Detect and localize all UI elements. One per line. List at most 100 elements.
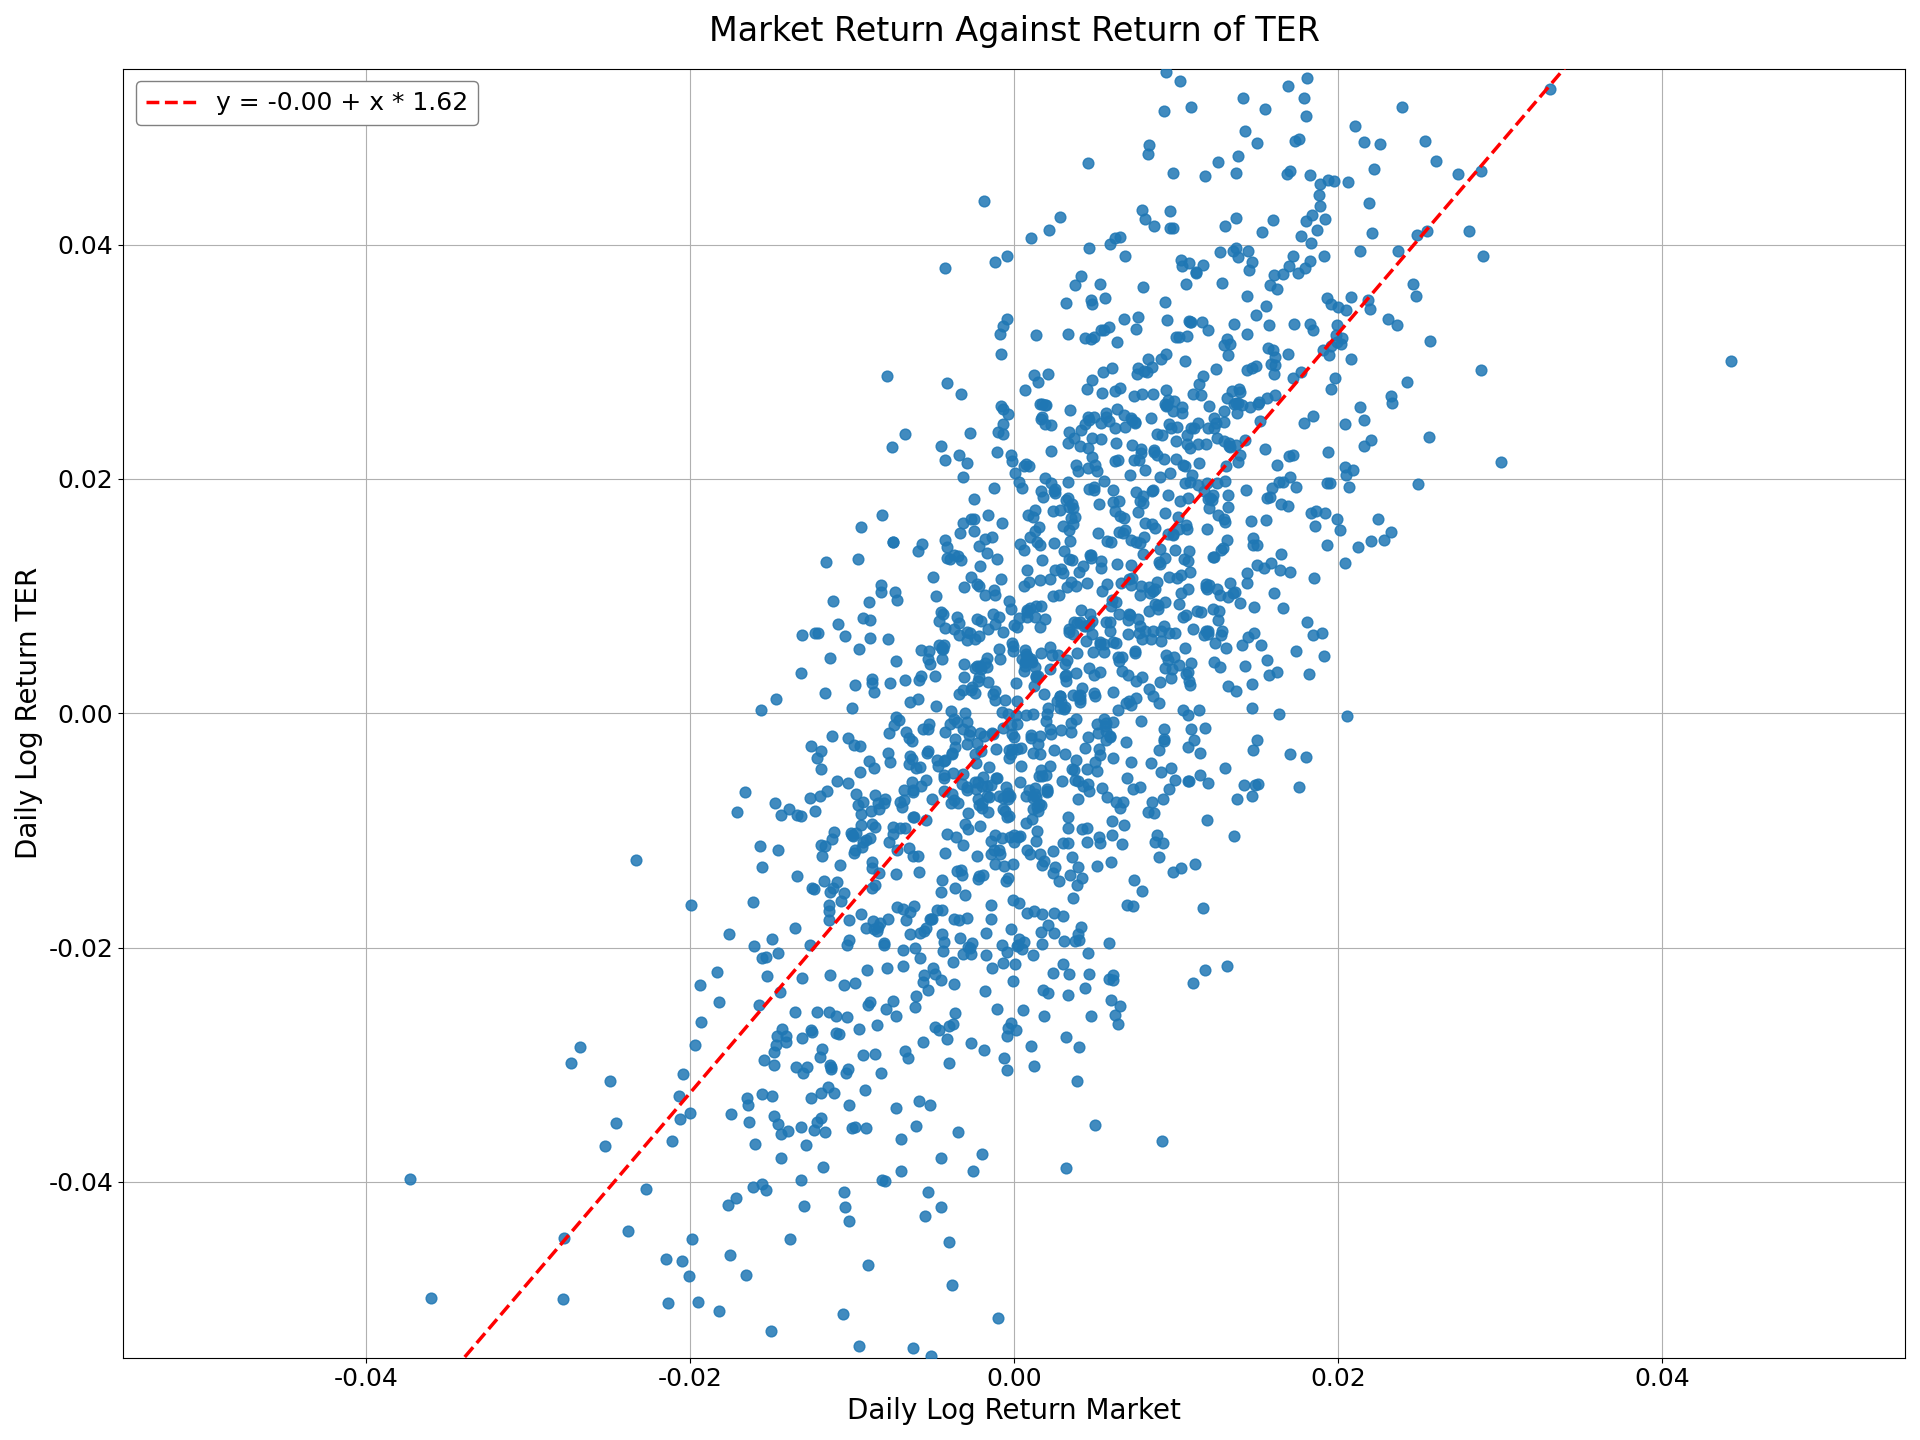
- Point: [758, 1054, 789, 1077]
- Point: [937, 700, 968, 723]
- Point: [1100, 226, 1131, 249]
- Point: [1223, 451, 1254, 474]
- Point: [1064, 929, 1094, 952]
- Point: [1327, 327, 1357, 350]
- Point: [1094, 232, 1125, 255]
- Point: [1050, 743, 1081, 766]
- Point: [925, 435, 956, 458]
- Point: [943, 909, 973, 932]
- Point: [632, 1176, 662, 1200]
- Point: [1127, 199, 1158, 222]
- Point: [1244, 409, 1275, 432]
- Point: [814, 1001, 845, 1024]
- Point: [979, 852, 1010, 876]
- Point: [1279, 444, 1309, 467]
- Point: [1044, 690, 1075, 713]
- Point: [1139, 593, 1169, 616]
- Point: [1133, 801, 1164, 824]
- Point: [1129, 207, 1160, 230]
- Point: [1064, 769, 1094, 792]
- Point: [766, 1146, 797, 1169]
- Point: [1054, 495, 1085, 518]
- Point: [1119, 639, 1150, 662]
- Point: [1102, 448, 1133, 471]
- Point: [1185, 742, 1215, 765]
- Point: [822, 870, 852, 893]
- Point: [895, 690, 925, 713]
- Point: [1240, 304, 1271, 327]
- Point: [1039, 901, 1069, 924]
- Point: [1148, 717, 1179, 740]
- Point: [1281, 130, 1311, 153]
- Point: [968, 189, 998, 212]
- Point: [1210, 757, 1240, 780]
- Point: [937, 950, 968, 973]
- Point: [1041, 690, 1071, 713]
- Point: [931, 1027, 962, 1050]
- Point: [766, 804, 797, 827]
- Point: [1198, 406, 1229, 429]
- Point: [1102, 552, 1133, 575]
- Point: [1092, 932, 1123, 955]
- Point: [891, 423, 922, 446]
- Point: [1119, 412, 1150, 435]
- Point: [1315, 471, 1346, 494]
- Point: [843, 1333, 874, 1356]
- Point: [993, 747, 1023, 770]
- Point: [1066, 265, 1096, 288]
- Point: [906, 717, 937, 740]
- Point: [1075, 543, 1106, 566]
- Point: [870, 998, 900, 1021]
- Point: [555, 1051, 586, 1074]
- Point: [1054, 618, 1085, 641]
- Point: [885, 816, 916, 840]
- Point: [1016, 727, 1046, 750]
- Point: [839, 824, 870, 847]
- Point: [925, 881, 956, 904]
- Point: [996, 449, 1027, 472]
- Point: [1052, 984, 1083, 1007]
- Point: [979, 680, 1010, 703]
- Point: [762, 838, 793, 861]
- Point: [962, 845, 993, 868]
- Point: [1409, 130, 1440, 153]
- Point: [998, 613, 1029, 636]
- Point: [733, 1110, 764, 1133]
- Point: [995, 825, 1025, 848]
- Point: [1060, 426, 1091, 449]
- Point: [1296, 312, 1327, 336]
- Point: [1171, 324, 1202, 347]
- Point: [870, 792, 900, 815]
- Point: [948, 717, 979, 740]
- Point: [1150, 590, 1181, 613]
- Point: [860, 874, 891, 897]
- Point: [1033, 981, 1064, 1004]
- Point: [956, 564, 987, 588]
- Point: [1012, 644, 1043, 667]
- Point: [943, 544, 973, 567]
- Point: [1344, 396, 1375, 419]
- Point: [1265, 541, 1296, 564]
- Point: [1060, 575, 1091, 598]
- Point: [747, 946, 778, 969]
- Point: [973, 671, 1004, 694]
- Point: [962, 788, 993, 811]
- Point: [995, 714, 1025, 737]
- Point: [1260, 346, 1290, 369]
- Point: [1154, 621, 1185, 644]
- Point: [1002, 615, 1033, 638]
- Point: [1060, 611, 1091, 634]
- Point: [1094, 726, 1125, 749]
- Point: [1077, 641, 1108, 664]
- Point: [1098, 631, 1129, 654]
- Point: [1331, 298, 1361, 321]
- Point: [1089, 707, 1119, 730]
- Point: [1171, 662, 1202, 685]
- Point: [1033, 219, 1064, 242]
- Point: [973, 785, 1004, 808]
- Point: [1121, 361, 1152, 384]
- Point: [1116, 603, 1146, 626]
- Point: [983, 638, 1014, 661]
- Point: [987, 511, 1018, 534]
- Point: [818, 821, 849, 844]
